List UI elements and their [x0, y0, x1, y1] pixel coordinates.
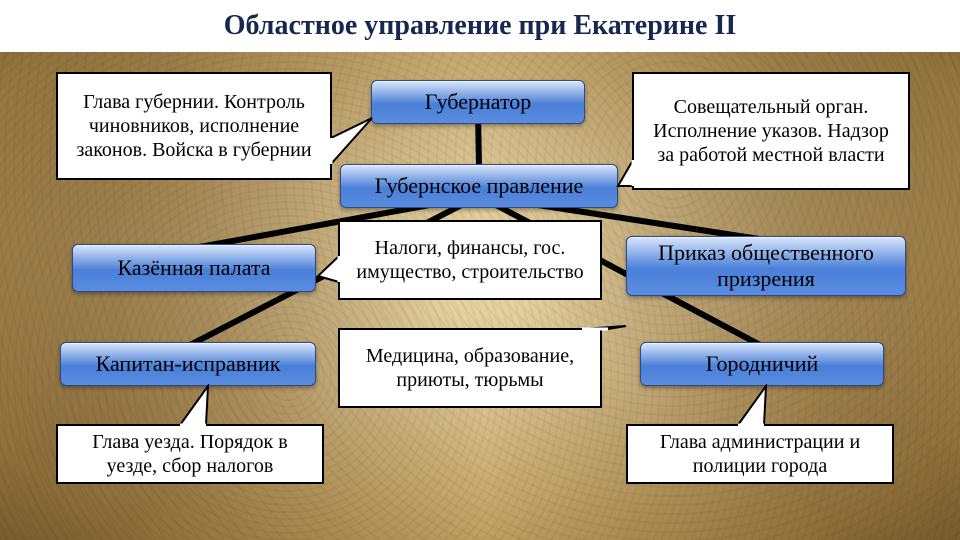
node-board: Губернское правление	[340, 164, 618, 208]
callout-text: Медицина, образование, приюты, тюрьмы	[350, 344, 590, 392]
callout-c-gorodnichiy: Глава администрации и полиции города	[626, 424, 894, 484]
callout-text: Глава уезда. Порядок в уезде, сбор налог…	[68, 430, 312, 478]
node-label: Губернатор	[425, 89, 532, 115]
callout-text: Глава администрации и полиции города	[638, 430, 882, 478]
node-label: Капитан-исправник	[96, 351, 281, 377]
node-ispravnik: Капитан-исправник	[60, 342, 316, 386]
callout-c-treasury: Налоги, финансы, гос. имущество, строите…	[338, 220, 602, 300]
callout-c-welfare: Медицина, образование, приюты, тюрьмы	[338, 328, 602, 408]
node-gorodnichiy: Городничий	[640, 342, 884, 386]
node-label: Казённая палата	[117, 255, 270, 281]
node-label: Приказ общественного призрения	[637, 240, 895, 292]
node-welfare: Приказ общественного призрения	[626, 236, 906, 296]
node-governor: Губернатор	[371, 80, 585, 124]
node-label: Городничий	[706, 351, 819, 377]
node-label: Губернское правление	[375, 173, 584, 199]
callout-c-board: Совещательный орган. Исполнение указов. …	[632, 72, 910, 190]
callout-c-ispravnik: Глава уезда. Порядок в уезде, сбор налог…	[56, 424, 324, 484]
node-treasury: Казённая палата	[72, 244, 316, 292]
callout-text: Налоги, финансы, гос. имущество, строите…	[350, 236, 590, 284]
callout-text: Совещательный орган. Исполнение указов. …	[644, 95, 898, 167]
callout-c-governor: Глава губернии. Контроль чиновников, исп…	[56, 72, 332, 180]
callout-text: Глава губернии. Контроль чиновников, исп…	[68, 90, 320, 162]
